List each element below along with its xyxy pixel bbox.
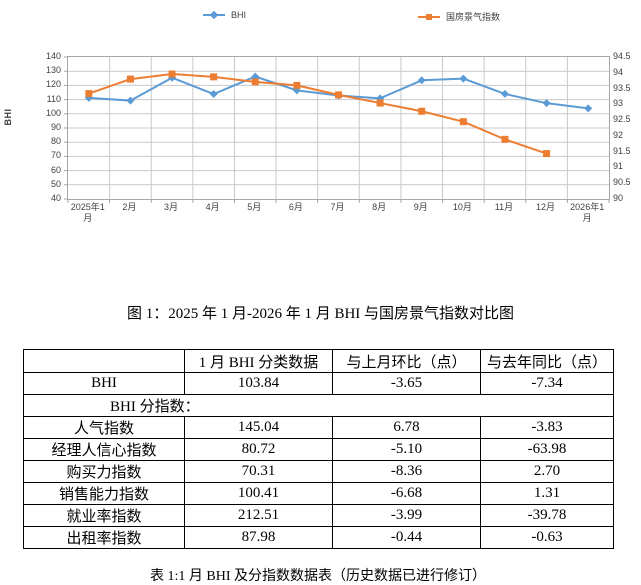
table-section-label: BHI 分指数： [23,394,614,417]
table-header-row: 1 月 BHI 分类数据 与上月环比（点） 与去年同比（点） [23,349,614,373]
table-row: BHI 103.84 -3.65 -7.34 [23,372,614,395]
x-axis-tick-label: 2月 [122,202,137,212]
x-axis-tick-label: 7月 [330,202,345,212]
row-label: 经理人信心指数 [23,438,185,461]
table-cell: -3.99 [332,504,481,527]
right-axis-tick-label: 93 [613,98,624,109]
table-cell: -8.36 [332,460,481,483]
table-cell: 87.98 [184,526,333,549]
table-header-cell: 1 月 BHI 分类数据 [184,349,333,373]
x-axis-tick-label: 3月 [164,202,179,212]
table-row: 购买力指数 70.31 -8.36 2.70 [23,460,614,483]
guofang-line-marker-icon [418,13,440,20]
row-label: 就业率指数 [23,504,185,527]
legend-item-bhi: BHI [203,10,246,20]
data-table: 1 月 BHI 分类数据 与上月环比（点） 与去年同比（点） BHI 103.84 -3… [23,349,614,549]
bhi-line-marker-icon [203,10,225,20]
row-label: 出租率指数 [23,526,185,549]
right-axis-tick-label: 90 [613,193,624,203]
legend-label-guofang: 国房景气指数 [446,12,501,22]
table-cell: 6.78 [332,416,481,439]
table-row: 销售能力指数 100.41 -6.68 1.31 [23,482,614,505]
table-cell: -6.68 [332,482,481,505]
table-header-cell: 与上月环比（点） [332,349,481,373]
row-label: BHI [23,372,185,395]
table-row: 人气指数 145.04 6.78 -3.83 [23,416,614,439]
right-axis-tick-label: 93.5 [613,82,631,93]
table-cell: 70.31 [184,460,333,483]
table-cell: -7.34 [480,372,614,395]
x-axis-tick-label: 10月 [452,202,472,212]
table-cell: -0.63 [480,526,614,549]
x-axis-tick-label: 8月 [372,202,387,212]
left-axis-tick-label: 40 [50,193,61,203]
table-row: 出租率指数 87.98 -0.44 -0.63 [23,526,614,549]
table-cell: -3.65 [332,372,481,395]
table-caption: 表 1:1 月 BHI 及分指数数据表（历史数据已进行修订） [150,569,486,584]
right-axis-tick-label: 92.5 [613,114,631,125]
table-cell: 103.84 [184,372,333,395]
table-cell: 100.41 [184,482,333,505]
table-cell: 1.31 [480,482,614,505]
legend-item-guofang: 国房景气指数 [418,10,500,23]
x-axis-tick-label: 12月 [536,202,556,212]
right-axis-tick-label: 94.5 [613,51,631,61]
left-axis-tick-label: 50 [50,178,61,189]
x-axis-tick-label: 9月 [413,202,428,212]
row-label: 销售能力指数 [23,482,185,505]
table-cell: -5.10 [332,438,481,461]
table-cell: -63.98 [480,438,614,461]
row-label: 人气指数 [23,416,185,439]
table-cell: 212.51 [184,504,333,527]
left-axis-tick-label: 90 [50,122,61,132]
table-cell: -39.78 [480,504,614,527]
left-axis-tick-label: 80 [50,136,61,147]
table-cell: -3.83 [480,416,614,439]
x-axis-tick-label: 6月 [288,202,303,212]
left-axis-tick-label: 120 [45,79,61,90]
right-axis-tick-label: 92 [613,129,624,140]
right-axis-tick-label: 91 [613,161,624,172]
right-axis-tick-label: 90.5 [613,177,631,188]
left-axis-tick-label: 70 [50,150,61,161]
x-axis-tick-label: 11月 [494,202,514,212]
table-header-cell [23,349,185,373]
table-cell: 145.04 [184,416,333,439]
table-row: BHI 分指数： [23,394,614,417]
left-axis-tick-label: 140 [45,51,61,61]
table-row: 就业率指数 212.51 -3.99 -39.78 [23,504,614,527]
left-axis-tick-label: 130 [45,65,61,76]
x-axis-tick-label: 5月 [247,202,262,212]
x-axis-tick-label: 2025年1 月 [70,202,105,223]
x-axis-tick-label: 2026年1 月 [570,202,605,223]
table-row: 经理人信心指数 80.72 -5.10 -63.98 [23,438,614,461]
table-header-cell: 与去年同比（点） [480,349,614,373]
table-cell: -0.44 [332,526,481,549]
figure-caption: 图 1：2025 年 1 月-2026 年 1 月 BHI 与国房景气指数对比图 [126,306,515,322]
row-label: 购买力指数 [23,460,185,483]
x-axis-tick-label: 4月 [205,202,220,212]
left-axis-tick-label: 110 [46,93,61,104]
table-cell: 2.70 [480,460,614,483]
right-axis-tick-label: 91.5 [613,145,631,156]
legend-label-bhi: BHI [231,10,247,20]
left-axis-tick-label: 100 [45,107,61,118]
plot-area [64,56,610,203]
left-axis-tick-label: 60 [50,164,61,175]
bhi-trend-chart: BHI 国房景气指数 BHI 140 130 120 110 100 90 80 70 60 50… [0,0,641,240]
table-cell: 80.72 [184,438,333,461]
chart-svg [64,56,610,203]
right-axis-tick-label: 94 [613,66,624,77]
